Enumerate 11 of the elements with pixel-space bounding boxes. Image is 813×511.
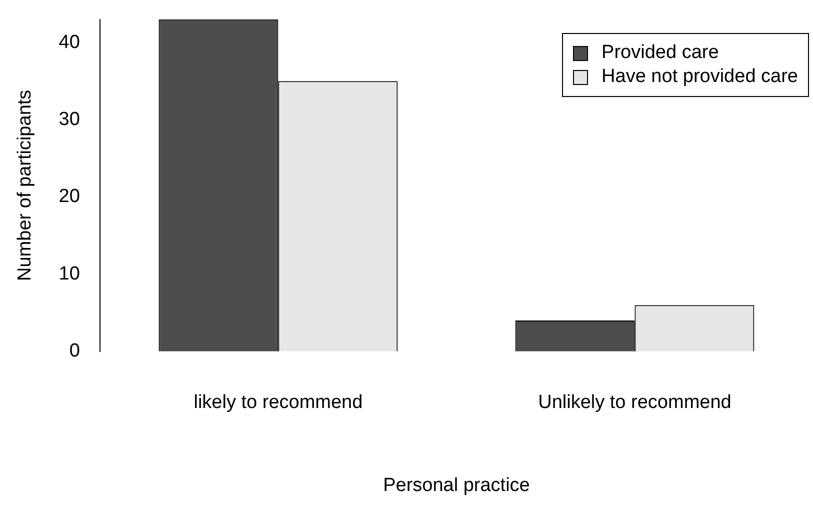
x-axis-title: Personal practice bbox=[383, 474, 530, 496]
legend-label: Have not provided care bbox=[602, 66, 798, 88]
x-tick-label: likely to recommend bbox=[194, 392, 363, 414]
y-axis-title: Number of participants bbox=[14, 90, 36, 281]
y-tick-label: 0 bbox=[69, 340, 80, 362]
y-tick-label: 20 bbox=[58, 186, 80, 208]
x-tick-label: Unlikely to recommend bbox=[538, 392, 732, 414]
y-tick-label: 30 bbox=[58, 109, 80, 130]
y-tick-label: 10 bbox=[58, 263, 80, 284]
y-tick-label: 40 bbox=[58, 32, 80, 53]
legend-label: Provided care bbox=[602, 42, 719, 64]
